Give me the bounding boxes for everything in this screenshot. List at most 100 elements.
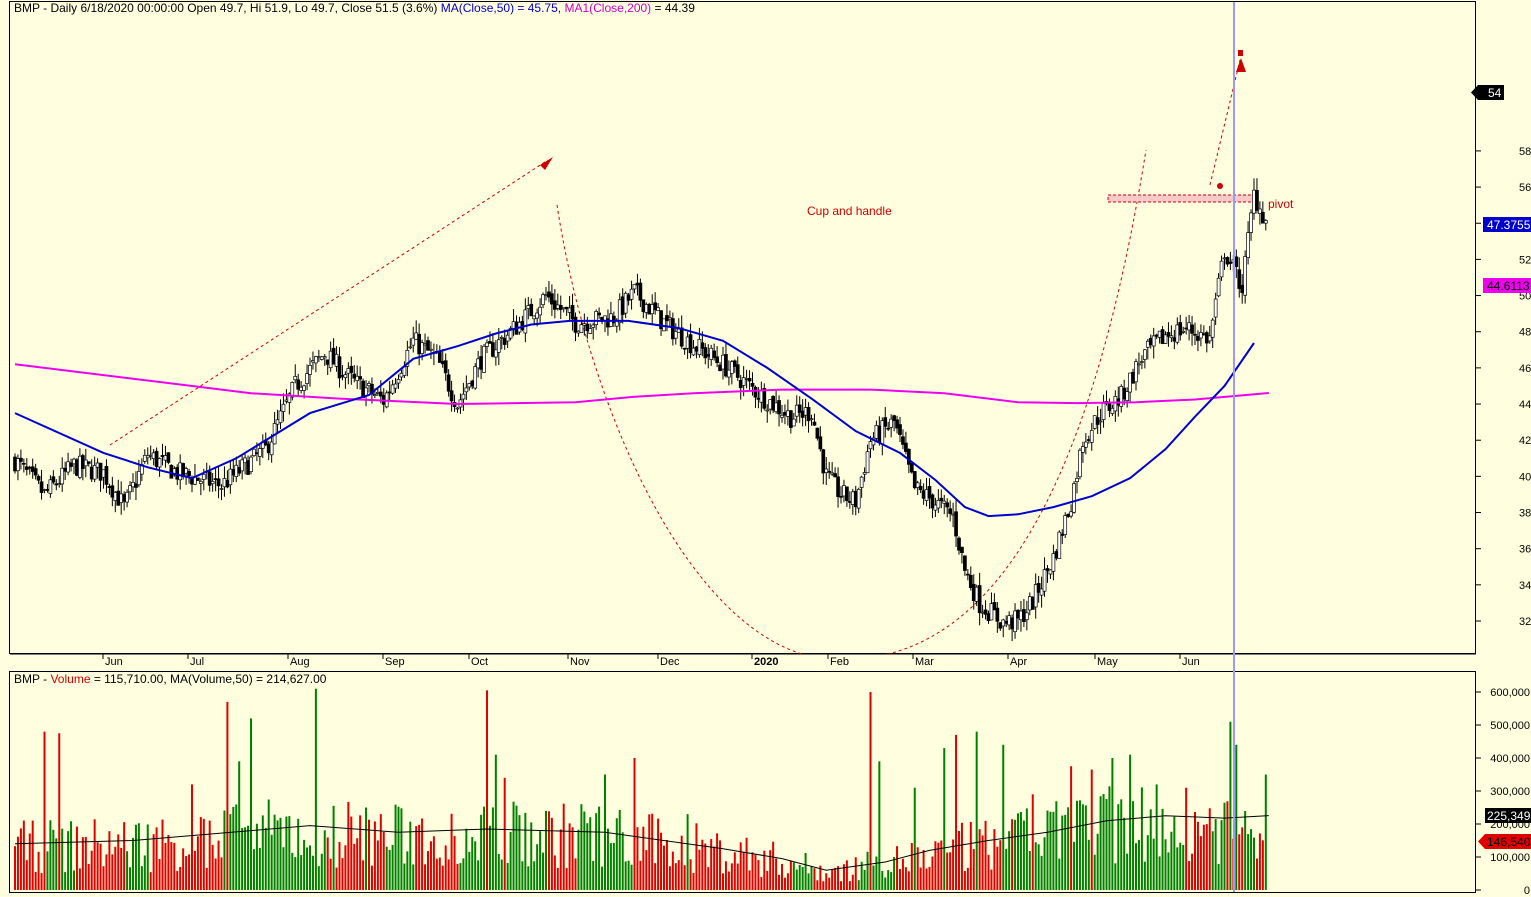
- date-tick-label: Nov: [570, 656, 590, 668]
- price-tick-label: 50: [1519, 291, 1531, 303]
- candle-body: [738, 380, 743, 389]
- volume-bar: [580, 804, 583, 890]
- volume-bar: [202, 818, 205, 890]
- volume-bar: [81, 837, 84, 890]
- volume-bar: [751, 852, 754, 890]
- candle-body: [429, 348, 433, 351]
- volume-bar: [1258, 833, 1261, 890]
- candle-body: [305, 373, 309, 384]
- volume-bar: [857, 880, 860, 890]
- volume-bar: [804, 852, 807, 890]
- volume-bar: [896, 846, 899, 890]
- volume-bar: [1140, 787, 1143, 890]
- breakout-marker: [1236, 58, 1246, 72]
- candle-body: [632, 283, 637, 290]
- volume-bar: [1108, 786, 1111, 890]
- volume-bar: [568, 823, 571, 890]
- candle-body: [201, 473, 206, 480]
- candle-body: [547, 291, 551, 298]
- volume-bar: [1067, 807, 1070, 890]
- candle-body: [824, 468, 829, 474]
- candle-body: [78, 455, 82, 478]
- candle-body: [853, 490, 858, 508]
- volume-bar: [1155, 784, 1158, 890]
- volume-bar: [769, 850, 772, 890]
- candle-body: [656, 307, 660, 312]
- volume-bar: [810, 866, 813, 890]
- candle-body: [812, 421, 817, 426]
- volume-bar: [329, 858, 332, 890]
- candle-body: [1252, 189, 1256, 214]
- volume-bar: [255, 823, 258, 890]
- volume-bar: [385, 846, 388, 890]
- candle-body: [116, 490, 121, 506]
- candle-body: [361, 380, 365, 399]
- volume-bar: [960, 822, 963, 890]
- volume-bar: [698, 849, 701, 890]
- candle-body: [485, 342, 489, 347]
- ma50-price-flag: [1483, 217, 1531, 232]
- candle-body: [349, 365, 354, 373]
- candle-body: [411, 337, 416, 346]
- volume-bar: [291, 852, 294, 890]
- volume-bar: [96, 842, 99, 890]
- candle-body: [266, 443, 271, 454]
- volume-bar: [987, 854, 990, 890]
- candle-body: [1101, 403, 1106, 420]
- volume-header-name: Volume: [50, 672, 91, 686]
- volume-bar: [506, 862, 509, 890]
- volume-bar: [789, 860, 792, 890]
- volume-bar: [261, 815, 264, 890]
- volume-bar: [645, 850, 648, 890]
- candle-body: [529, 303, 534, 317]
- candle-body: [213, 478, 218, 480]
- candle-body: [163, 455, 168, 461]
- volume-bar: [1149, 809, 1152, 890]
- candle-body: [951, 513, 955, 516]
- volume-bar: [16, 836, 19, 890]
- volume-bar: [654, 863, 657, 890]
- candle-body: [1190, 324, 1194, 334]
- volume-bar: [52, 829, 55, 890]
- candle-body: [63, 467, 68, 472]
- candle-body: [508, 327, 513, 339]
- volume-bar: [840, 881, 842, 890]
- volume-bar: [185, 856, 188, 890]
- volume-ma-line: [14, 815, 1269, 871]
- volume-bar: [1205, 824, 1208, 890]
- candle-body: [19, 457, 23, 462]
- price-tick-label: 58: [1519, 146, 1531, 158]
- candle-body: [847, 501, 852, 503]
- candle-body: [930, 494, 935, 509]
- candle-body: [1010, 617, 1014, 630]
- candle-body: [1228, 261, 1233, 264]
- volume-bar: [40, 873, 43, 890]
- candle-body: [644, 304, 649, 313]
- volume-bar: [910, 843, 913, 890]
- volume-bar: [341, 858, 344, 890]
- candle-body: [886, 427, 891, 430]
- candle-body: [588, 328, 593, 334]
- volume-bar: [733, 852, 736, 890]
- price-tick-label: 36: [1519, 544, 1531, 556]
- candle-body: [597, 312, 601, 316]
- volume-bar: [217, 840, 220, 890]
- price-tick-label: 32: [1519, 616, 1531, 628]
- candle-body: [1216, 277, 1221, 297]
- candle-body: [1225, 257, 1230, 265]
- candle-body: [918, 485, 923, 491]
- volume-bar: [368, 819, 370, 890]
- volume-bar: [521, 861, 524, 890]
- candle-body: [39, 481, 44, 493]
- candle-body: [228, 468, 233, 486]
- volume-bar: [1120, 799, 1123, 890]
- ma200-price-flag: [1483, 278, 1531, 293]
- candle-body: [771, 396, 776, 411]
- volume-bar: [1255, 858, 1258, 890]
- volume-bar: [270, 834, 273, 890]
- volume-bar: [925, 868, 928, 890]
- volume-bar: [642, 826, 645, 890]
- volume-bar: [542, 852, 545, 890]
- volume-bar: [1188, 860, 1191, 890]
- volume-bar: [1173, 816, 1176, 890]
